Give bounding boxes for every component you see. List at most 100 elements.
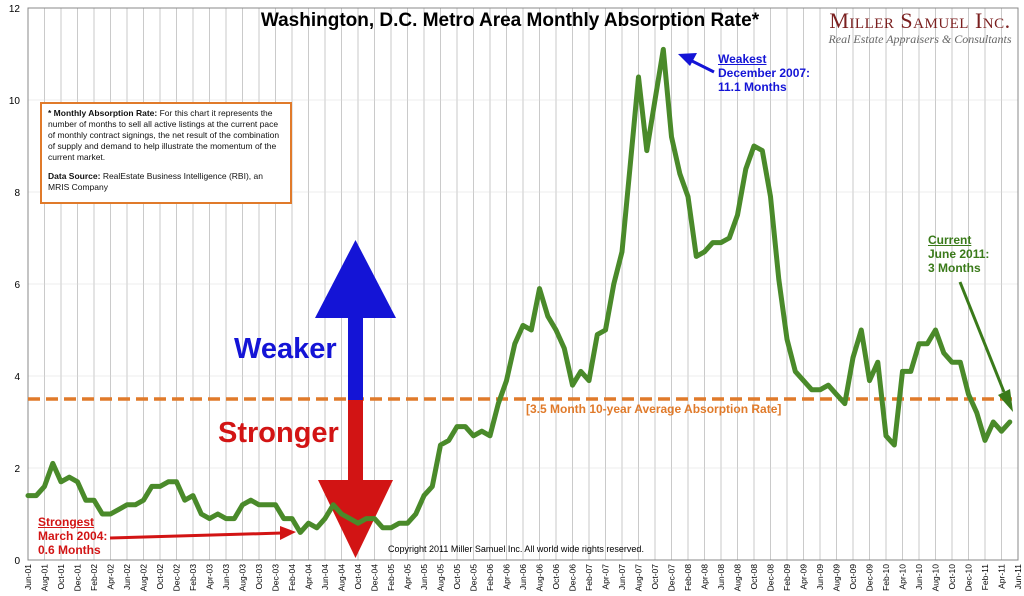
data-point [982, 438, 988, 443]
data-point [793, 369, 798, 374]
current-line1: June 2011: [928, 247, 990, 261]
x-tick-label: Feb-10 [881, 564, 891, 591]
y-tick-label: 8 [14, 188, 20, 199]
data-point [240, 502, 245, 507]
x-tick-label: Feb-05 [386, 564, 396, 591]
x-tick-label: Apr-09 [799, 564, 809, 590]
data-point [232, 516, 237, 521]
data-point [694, 254, 699, 259]
data-point [116, 507, 121, 512]
x-tick-label: Jun-07 [617, 564, 627, 590]
data-point [611, 281, 616, 287]
note-heading: * Monthly Absorption Rate: [48, 108, 158, 118]
y-tick-label: 2 [14, 464, 20, 475]
data-point [529, 327, 534, 333]
data-point [265, 502, 270, 507]
data-point [256, 502, 262, 507]
data-point [553, 327, 559, 333]
data-point [586, 378, 592, 383]
data-point [471, 433, 476, 438]
logo-tagline: Real Estate Appraisers & Consultants [828, 32, 1012, 46]
weaker-label: Weaker [234, 333, 337, 365]
x-tick-label: Apr-08 [700, 564, 710, 590]
note-text: For this chart it represents the number … [48, 108, 280, 162]
x-tick-label: Feb-02 [89, 564, 99, 591]
current-title: Current [928, 233, 972, 247]
x-tick-label: Dec-03 [271, 564, 281, 592]
data-point [446, 438, 451, 443]
data-point [149, 484, 154, 489]
weaker-arrow-shaft [348, 316, 363, 400]
data-point [636, 74, 641, 80]
data-point [388, 525, 394, 530]
weakest-title: Weakest [718, 52, 767, 66]
y-tick-label: 10 [9, 96, 21, 107]
data-point [141, 498, 146, 503]
x-tick-label: Dec-04 [370, 564, 380, 592]
x-tick-label: Jun-03 [221, 564, 231, 590]
data-point [628, 162, 633, 167]
weakest-line2: 11.1 Months [718, 80, 787, 94]
data-point [669, 134, 674, 139]
x-tick-label: Aug-04 [337, 564, 347, 592]
y-tick-label: 4 [14, 372, 20, 383]
data-point [1007, 419, 1012, 425]
data-point [916, 341, 922, 346]
data-point [487, 433, 493, 438]
data-point [355, 521, 361, 526]
strongest-annotation: Strongest March 2004: 0.6 Months [38, 515, 107, 557]
x-tick-label: Apr-07 [601, 564, 611, 590]
x-tick-label: Apr-10 [898, 564, 908, 590]
data-point [364, 516, 369, 521]
data-point [58, 479, 64, 484]
data-point [537, 286, 542, 291]
x-tick-label: Aug-02 [139, 564, 149, 592]
data-point [512, 341, 517, 346]
data-point [644, 148, 649, 153]
y-tick-label: 12 [9, 4, 21, 15]
data-point [190, 493, 196, 498]
data-point [735, 212, 740, 218]
data-point [380, 525, 385, 530]
x-tick-label: Oct-08 [749, 564, 759, 590]
data-point [834, 392, 839, 397]
x-tick-label: Aug-07 [634, 564, 644, 592]
data-point [438, 442, 443, 448]
company-logo: Miller Samuel Inc. Real Estate Appraiser… [820, 8, 1020, 47]
x-tick-label: Jun-04 [320, 564, 330, 590]
data-point [776, 277, 781, 282]
data-point [908, 369, 913, 374]
annotation-pointer-arrows [109, 53, 1013, 540]
x-tick-label: Dec-09 [865, 564, 875, 592]
data-point [760, 148, 765, 153]
y-tick-label: 6 [14, 280, 20, 291]
data-point [298, 530, 303, 535]
current-annotation: Current June 2011: 3 Months [928, 233, 989, 275]
data-point [619, 249, 625, 254]
plot-frame [27, 7, 1019, 561]
x-tick-label: Oct-02 [155, 564, 165, 590]
data-point [372, 516, 377, 521]
x-tick-label: Jun-09 [815, 564, 825, 590]
x-tick-label: Jun-02 [122, 564, 132, 590]
data-point [215, 511, 220, 517]
x-tick-label: Jun-10 [914, 564, 924, 590]
data-point [974, 410, 979, 415]
data-point [289, 516, 295, 521]
x-tick-label: Dec-02 [172, 564, 182, 592]
x-tick-label: Aug-08 [733, 564, 743, 592]
data-point [578, 369, 583, 374]
data-point [108, 511, 113, 517]
x-tick-label: Jun-01 [23, 564, 33, 590]
x-tick-label: Dec-01 [73, 564, 83, 592]
data-point [314, 525, 319, 530]
data-point [306, 521, 311, 526]
x-tick-label: Apr-11 [997, 564, 1007, 589]
data-point [850, 355, 856, 360]
data-point [900, 369, 905, 374]
data-point [100, 511, 105, 517]
data-point [133, 502, 138, 507]
data-point [331, 502, 336, 507]
data-point [281, 516, 286, 521]
data-point [883, 433, 889, 438]
